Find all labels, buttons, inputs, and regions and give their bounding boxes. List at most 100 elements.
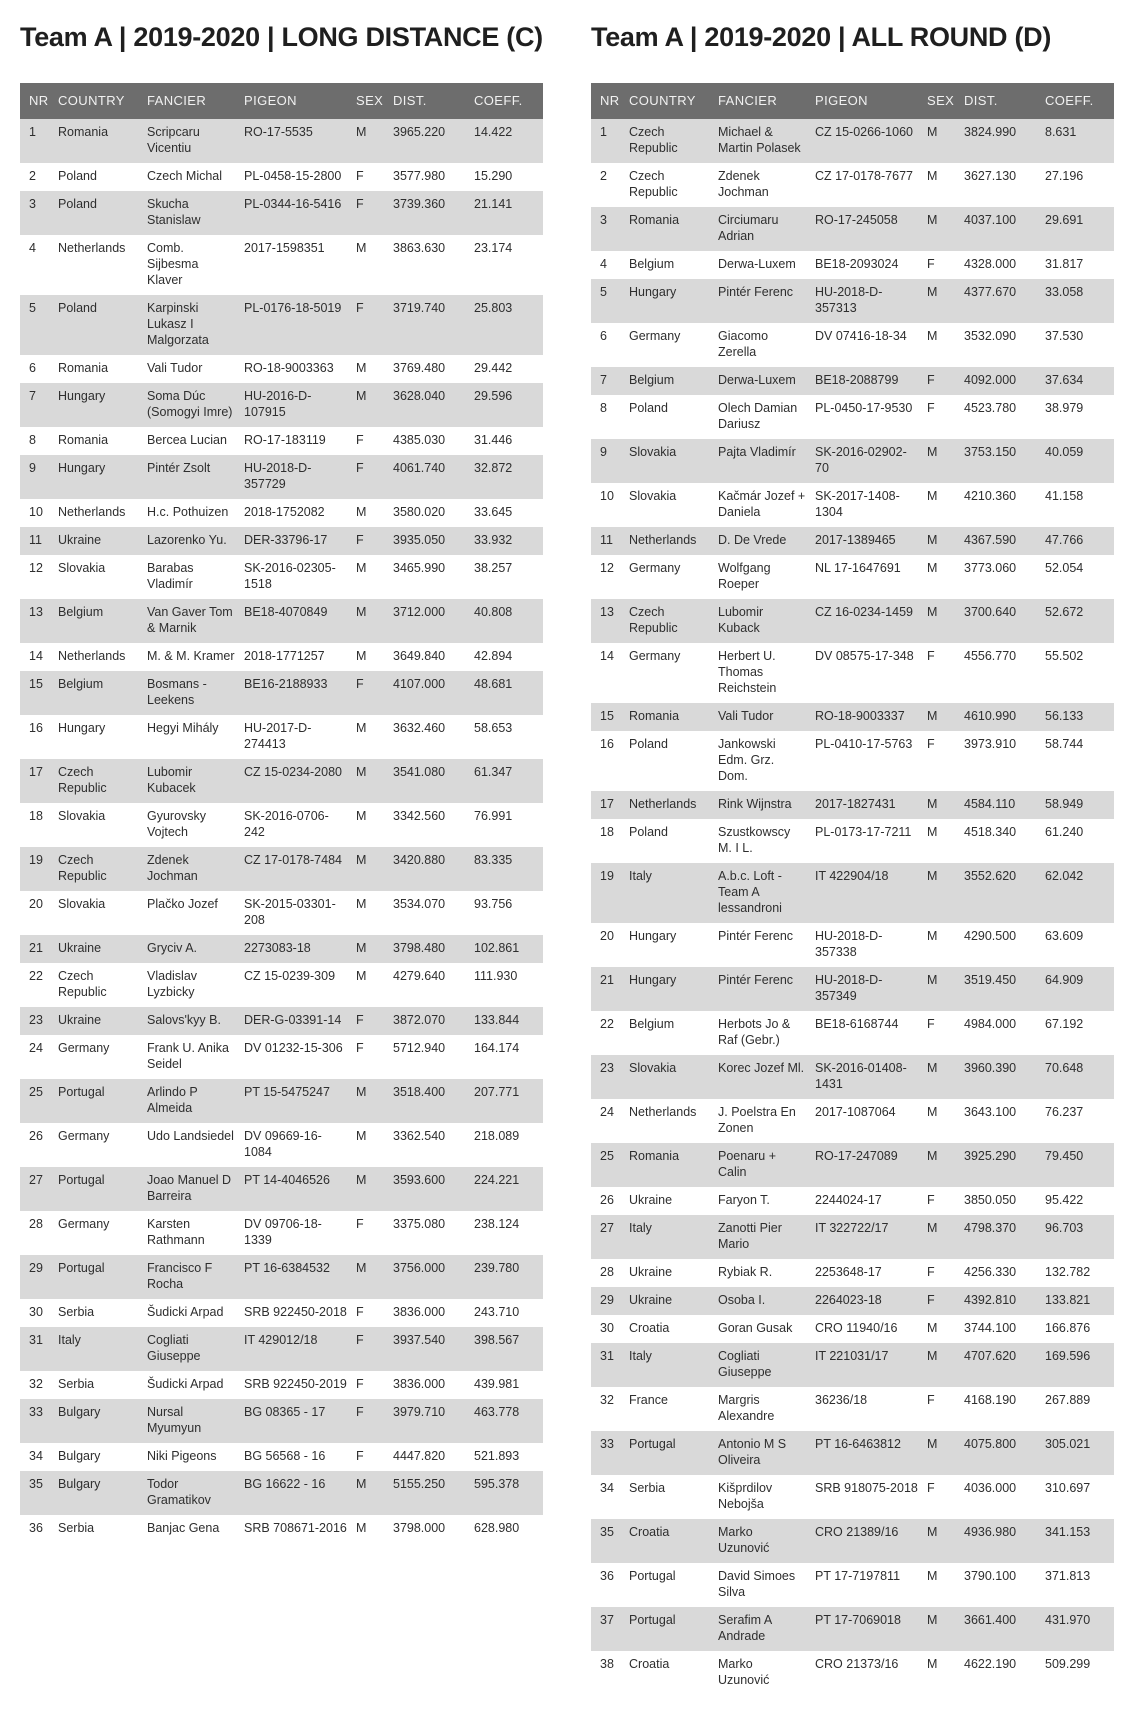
- cell-fancier: Karpinski Lukasz I Malgorzata: [147, 300, 209, 347]
- cell-coeff: 371.813: [1045, 1568, 1091, 1583]
- cell-fancier: Gryciv A.: [147, 940, 198, 955]
- cell-dist: 3836.000: [393, 1376, 446, 1391]
- cell-fancier: David Simoes Silva: [718, 1568, 796, 1599]
- cell-country: Italy: [629, 868, 652, 883]
- column-header-pigeon: PIGEON: [240, 83, 352, 119]
- cell-country: Czech Republic: [629, 168, 678, 199]
- cell-dist: 3700.640: [964, 604, 1017, 619]
- cell-country: Slovakia: [58, 560, 106, 575]
- cell-sex: M: [927, 212, 938, 227]
- table-row: 31 Italy Cogliati Giuseppe IT 429012/18 F 393…: [20, 1326, 543, 1371]
- cell-pigeon: CZ 17-0178-7677: [815, 168, 913, 183]
- cell-nr: 19: [29, 852, 43, 867]
- cell-fancier: Kišprdilov Nebojša: [718, 1480, 773, 1511]
- cell-fancier: Pintér Ferenc: [718, 972, 794, 987]
- cell-country: Poland: [58, 300, 97, 315]
- cell-sex: M: [356, 388, 367, 403]
- cell-nr: 30: [29, 1304, 43, 1319]
- cell-dist: 3342.560: [393, 808, 446, 823]
- cell-pigeon: SK-2016-02305-1518: [244, 560, 336, 591]
- cell-dist: 3973.910: [964, 736, 1017, 751]
- cell-sex: M: [927, 708, 938, 723]
- cell-nr: 6: [29, 360, 36, 375]
- column-header-sex: SEX: [923, 83, 960, 119]
- cell-dist: 5712.940: [393, 1040, 446, 1055]
- cell-country: Romania: [58, 124, 109, 139]
- cell-nr: 31: [29, 1332, 43, 1347]
- column-header-sex: SEX: [352, 83, 389, 119]
- table-row: 14 Germany Herbert U. Thomas Reichstein DV …: [591, 643, 1114, 703]
- results-table-all-round: NR COUNTRY FANCIER PIGEON SEX DIST. COEF…: [591, 83, 1114, 1695]
- table-row: 16 Poland Jankowski Edm. Grz. Dom. PL-0410-…: [591, 731, 1114, 791]
- cell-pigeon: CRO 21373/16: [815, 1656, 899, 1671]
- cell-dist: 3935.050: [393, 532, 446, 547]
- cell-coeff: 463.778: [474, 1404, 520, 1419]
- table-row: 35 Bulgary Todor Gramatikov BG 16622 - 16 M 5…: [20, 1470, 543, 1515]
- cell-nr: 14: [29, 648, 43, 663]
- cell-pigeon: 2018-1771257: [244, 648, 325, 663]
- cell-coeff: 42.894: [474, 648, 513, 663]
- cell-fancier: Jankowski Edm. Grz. Dom.: [718, 736, 776, 783]
- table-row: 10 Slovakia Kačmár Jozef + Daniela SK-2017-…: [591, 483, 1114, 527]
- cell-sex: M: [927, 928, 938, 943]
- cell-fancier: Bosmans - Leekens: [147, 676, 207, 707]
- cell-nr: 10: [600, 488, 614, 503]
- cell-sex: F: [927, 736, 935, 751]
- cell-pigeon: HU-2018-D-357349: [815, 972, 883, 1003]
- cell-coeff: 41.158: [1045, 488, 1084, 503]
- cell-coeff: 55.502: [1045, 648, 1084, 663]
- cell-fancier: Francisco F Rocha: [147, 1260, 213, 1291]
- cell-dist: 4279.640: [393, 968, 446, 983]
- cell-nr: 9: [29, 460, 36, 475]
- cell-fancier: Lazorenko Yu.: [147, 532, 227, 547]
- cell-pigeon: 2264023-18: [815, 1292, 882, 1307]
- cell-pigeon: SK-2016-01408-1431: [815, 1060, 907, 1091]
- cell-fancier: Van Gaver Tom & Marnik: [147, 604, 233, 635]
- header-row: NR COUNTRY FANCIER PIGEON SEX DIST. COEF…: [20, 83, 543, 119]
- cell-pigeon: BE18-2088799: [815, 372, 899, 387]
- cell-nr: 6: [600, 328, 607, 343]
- cell-pigeon: 2244024-17: [815, 1192, 882, 1207]
- cell-coeff: 305.021: [1045, 1436, 1091, 1451]
- cell-fancier: Goran Gusak: [718, 1320, 793, 1335]
- cell-pigeon: SRB 922450-2018: [244, 1304, 347, 1319]
- cell-fancier: A.b.c. Loft - Team A lessandroni: [718, 868, 782, 915]
- cell-sex: M: [927, 1656, 938, 1671]
- cell-nr: 35: [600, 1524, 614, 1539]
- table-body-long-distance: 1 Romania Scripcaru Vicentiu RO-17-5535 M 396…: [20, 118, 543, 1543]
- cell-sex: M: [356, 1476, 367, 1491]
- table-row: 21 Hungary Pintér Ferenc HU-2018-D-357349 M 3…: [591, 966, 1114, 1011]
- cell-fancier: Szustkowscy M. I L.: [718, 824, 791, 855]
- cell-coeff: 439.981: [474, 1376, 520, 1391]
- cell-fancier: Pajta Vladimír: [718, 444, 796, 459]
- cell-coeff: 95.422: [1045, 1192, 1084, 1207]
- table-row: 13 Czech Republic Lubomir Kuback CZ 16-0234…: [591, 598, 1114, 643]
- cell-nr: 22: [29, 968, 43, 983]
- cell-dist: 4328.000: [964, 256, 1017, 271]
- header-row: NR COUNTRY FANCIER PIGEON SEX DIST. COEF…: [591, 83, 1114, 119]
- cell-country: Bulgary: [58, 1448, 101, 1463]
- cell-fancier: Vali Tudor: [718, 708, 774, 723]
- cell-sex: F: [927, 256, 935, 271]
- cell-country: Croatia: [629, 1320, 670, 1335]
- table-row: 18 Poland Szustkowscy M. I L. PL-0173-17-72…: [591, 819, 1114, 863]
- cell-fancier: Zdenek Jochman: [718, 168, 769, 199]
- table-row: 19 Italy A.b.c. Loft - Team A lessandroni I…: [591, 862, 1114, 923]
- cell-dist: 4061.740: [393, 460, 446, 475]
- cell-dist: 4518.340: [964, 824, 1017, 839]
- cell-sex: F: [927, 1480, 935, 1495]
- table-row: 29 Ukraine Osoba I. 2264023-18 F 4392.810 133.…: [591, 1286, 1114, 1315]
- column-header-fancier: FANCIER: [714, 83, 811, 119]
- cell-nr: 34: [29, 1448, 43, 1463]
- cell-coeff: 52.054: [1045, 560, 1084, 575]
- cell-coeff: 32.872: [474, 460, 513, 475]
- cell-country: Belgium: [629, 256, 675, 271]
- table-row: 24 Germany Frank U. Anika Seidel DV 01232-1…: [20, 1035, 543, 1079]
- cell-sex: M: [356, 968, 367, 983]
- cell-country: Ukraine: [58, 940, 102, 955]
- cell-sex: M: [927, 1220, 938, 1235]
- cell-pigeon: BE18-4070849: [244, 604, 328, 619]
- cell-dist: 4984.000: [964, 1016, 1017, 1031]
- cell-coeff: 509.299: [1045, 1656, 1091, 1671]
- table-row: 11 Ukraine Lazorenko Yu. DER-33796-17 F 3935.…: [20, 526, 543, 555]
